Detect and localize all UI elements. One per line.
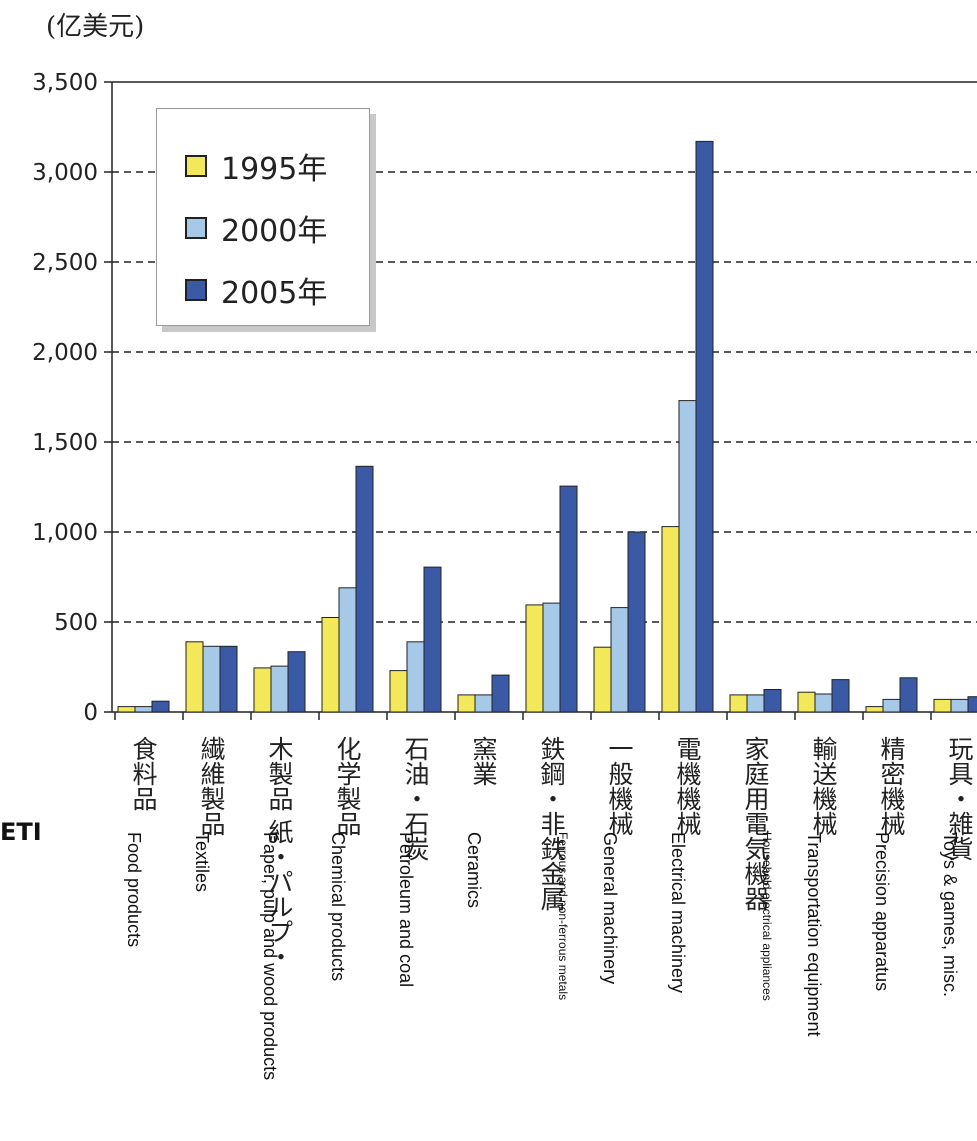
y-unit-label: (亿美元) (46, 12, 145, 42)
bar-1-6 (542, 602, 561, 713)
bar-1-3 (338, 587, 357, 713)
bar-1-7 (610, 607, 629, 713)
category-label-en-5: Ceramics (464, 832, 484, 909)
bar-2-7 (627, 531, 646, 713)
bar-2-5 (491, 674, 510, 713)
legend-item-2000: 2000年 (185, 197, 369, 259)
category-label-jp-5: 窯業 (469, 736, 498, 786)
bar-0-3 (321, 617, 340, 713)
category-label-en-7: General machinery (600, 832, 620, 985)
category-label-en-0: Food products (124, 832, 144, 948)
bar-0-7 (593, 646, 612, 713)
bar-2-10 (831, 679, 850, 713)
category-label-jp-10: 輸送機械 (809, 736, 838, 836)
legend-label-2005: 2005年 (221, 276, 328, 311)
category-label-en-6: Ferrous and non-ferrous metals (556, 832, 570, 1001)
bar-2-6 (559, 485, 578, 713)
legend-item-1995: 1995年 (185, 135, 369, 197)
category-label-jp-7: 一般機械 (605, 736, 634, 836)
category-label-en-1: Textiles (192, 832, 212, 893)
side-note-text: ETI (0, 818, 42, 846)
legend-swatch-1995 (185, 155, 207, 177)
bar-2-12 (967, 696, 977, 713)
category-label-jp-9: 家庭用電気機器 (741, 736, 770, 911)
category-label-jp-4: 石油・石炭 (401, 736, 430, 861)
bar-1-1 (202, 645, 221, 713)
category-label-jp-0: 食料品 (129, 736, 158, 811)
bar-1-9 (746, 694, 765, 713)
y-tick-label-1500: 1,500 (32, 430, 98, 456)
bar-0-11 (865, 706, 884, 713)
legend-swatch-2005 (185, 279, 207, 301)
category-label-jp-3: 化学製品 (333, 736, 362, 836)
bar-2-8 (695, 140, 714, 713)
category-label-jp-11: 精密機械 (877, 736, 906, 836)
legend-item-2005: 2005年 (185, 259, 369, 321)
bar-0-4 (389, 670, 408, 713)
legend-label-2000: 2000年 (221, 214, 328, 249)
bar-2-3 (355, 465, 374, 713)
bar-1-2 (270, 665, 289, 713)
y-tick-label-500: 500 (54, 610, 98, 636)
y-tick-label-0: 0 (83, 700, 98, 726)
bar-1-4 (406, 641, 425, 713)
bar-2-9 (763, 689, 782, 713)
bar-0-1 (185, 641, 204, 713)
bar-1-5 (474, 694, 493, 713)
legend-swatch-2000 (185, 217, 207, 239)
bar-2-11 (899, 677, 918, 713)
bar-0-10 (797, 691, 816, 713)
category-label-jp-12: 玩具・雑貨 (945, 736, 974, 861)
category-label-en-11: Precision apparatus (872, 832, 892, 992)
bar-0-0 (117, 706, 136, 713)
bar-0-5 (457, 694, 476, 713)
category-label-jp-8: 電機機械 (673, 736, 702, 836)
bar-2-0 (151, 700, 170, 713)
category-label-jp-6: 鉄鋼・非鉄金属 (537, 736, 566, 911)
category-label-en-8: Electrical machinery (668, 832, 688, 994)
bar-0-12 (933, 698, 952, 713)
category-label-en-10: Transportation equipment (804, 832, 824, 1037)
bar-1-8 (678, 400, 697, 713)
category-label-en-2: Paper, pulp and wood products (260, 832, 280, 1081)
bar-2-1 (219, 645, 238, 713)
chart-legend: 1995年 2000年 2005年 (156, 108, 370, 326)
bar-1-12 (950, 698, 969, 713)
category-label-en-4: Petroleum and coal (396, 832, 416, 988)
bar-0-2 (253, 667, 272, 713)
bar-0-6 (525, 604, 544, 713)
legend-label-1995: 1995年 (221, 152, 328, 187)
category-label-en-3: Chemical products (328, 832, 348, 982)
category-label-en-9: Household electrical appliances (760, 832, 774, 1001)
category-label-jp-2: 木製品 紙・パルプ・ (265, 736, 294, 969)
y-tick-label-3000: 3,000 (32, 160, 98, 186)
y-tick-label-2500: 2,500 (32, 250, 98, 276)
bar-1-10 (814, 693, 833, 713)
bar-1-0 (134, 706, 153, 713)
y-tick-label-3500: 3,500 (32, 70, 98, 96)
bar-2-2 (287, 651, 306, 713)
y-tick-label-2000: 2,000 (32, 340, 98, 366)
category-label-jp-1: 繊維製品 (197, 736, 226, 836)
bar-0-8 (661, 526, 680, 713)
y-tick-label-1000: 1,000 (32, 520, 98, 546)
category-label-en-12: Toys & games, misc. (940, 832, 960, 998)
bar-0-9 (729, 694, 748, 713)
bar-2-4 (423, 566, 442, 713)
bar-1-11 (882, 698, 901, 713)
